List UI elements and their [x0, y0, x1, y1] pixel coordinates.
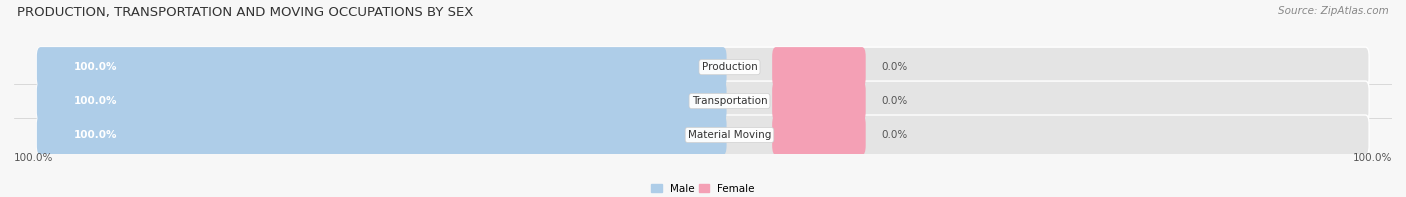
Text: 0.0%: 0.0%: [882, 130, 908, 140]
FancyBboxPatch shape: [772, 81, 866, 121]
FancyBboxPatch shape: [37, 47, 727, 87]
FancyBboxPatch shape: [772, 47, 866, 87]
FancyBboxPatch shape: [37, 115, 727, 155]
Text: Material Moving: Material Moving: [688, 130, 770, 140]
Text: 100.0%: 100.0%: [1353, 153, 1392, 163]
Text: 100.0%: 100.0%: [14, 153, 53, 163]
Text: 100.0%: 100.0%: [73, 130, 117, 140]
Text: Source: ZipAtlas.com: Source: ZipAtlas.com: [1278, 6, 1389, 16]
FancyBboxPatch shape: [37, 47, 1369, 87]
Text: 100.0%: 100.0%: [73, 96, 117, 106]
Text: PRODUCTION, TRANSPORTATION AND MOVING OCCUPATIONS BY SEX: PRODUCTION, TRANSPORTATION AND MOVING OC…: [17, 6, 474, 19]
FancyBboxPatch shape: [37, 115, 1369, 155]
Text: Transportation: Transportation: [692, 96, 768, 106]
FancyBboxPatch shape: [37, 81, 727, 121]
Legend: Male, Female: Male, Female: [647, 180, 759, 197]
Text: 100.0%: 100.0%: [73, 62, 117, 72]
FancyBboxPatch shape: [37, 81, 1369, 121]
Text: Production: Production: [702, 62, 758, 72]
Text: 0.0%: 0.0%: [882, 62, 908, 72]
Text: 0.0%: 0.0%: [882, 96, 908, 106]
FancyBboxPatch shape: [772, 115, 866, 155]
